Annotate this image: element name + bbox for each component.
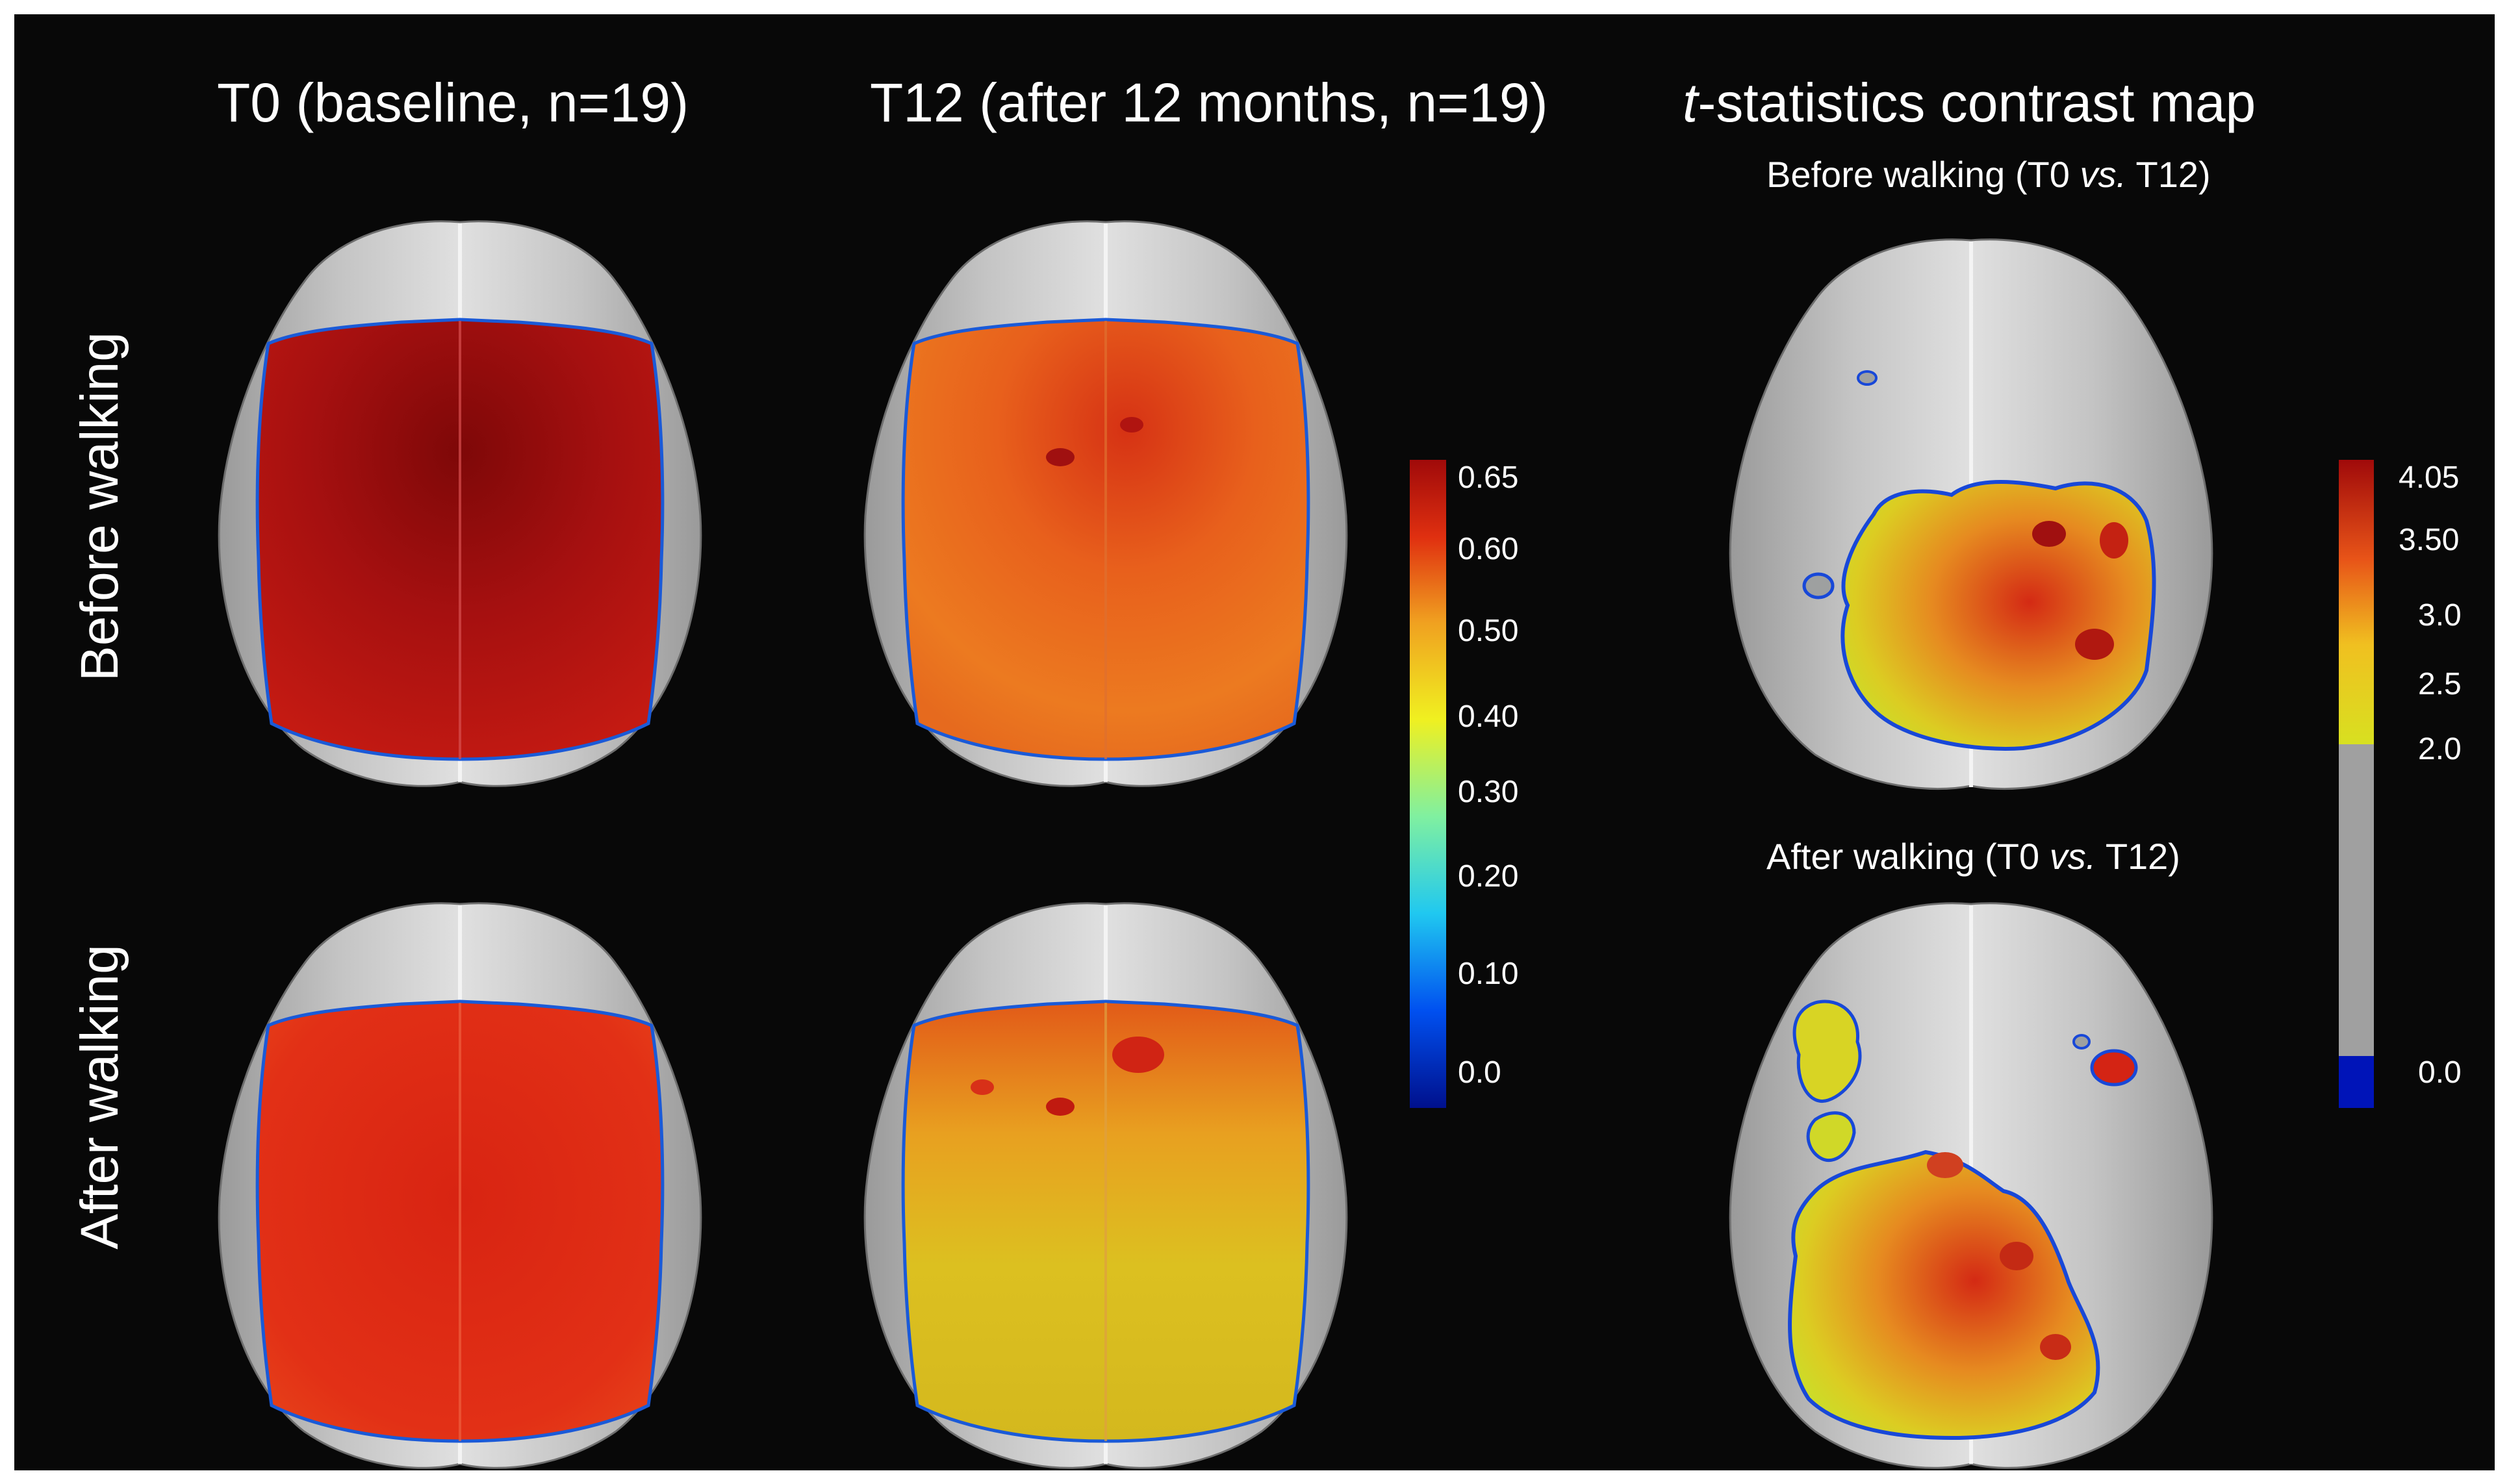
peak [2100,522,2128,559]
colorbar-t-subthreshold [2339,744,2374,1056]
colorbar-t-suprathreshold [2339,460,2374,744]
peak [2075,629,2114,660]
colorbar-t-tick-label: 2.0 [2418,732,2462,766]
hotspot [971,1079,994,1095]
subtitle-after-walking: After walking (T0 vs. T12) [1766,835,2180,877]
brain-contrast-after [1729,902,2213,1469]
column-title-t12: T12 (after 12 months, n=19) [870,72,1548,133]
brain-contrast-before [1729,238,2213,790]
hotspot [1120,417,1143,433]
colorbar-t-tick-label: 4.05 [2399,460,2460,495]
colorbar-t-bottom [2339,1056,2374,1108]
hotspot [1046,448,1075,466]
peak [2040,1334,2071,1360]
colorbar-main-tick-label: 0.65 [1458,460,1519,495]
t-cluster [1840,480,2156,751]
colorbar-t [2339,460,2374,1108]
contrast-title-rest: -statistics contrast map [1698,72,2256,133]
t-italic: t [1683,72,1698,133]
colorbar-main-tick-label: 0.10 [1458,957,1519,991]
small-cluster [1802,572,1835,599]
column-title-contrast: t-statistics contrast map [1683,71,2256,134]
colorbar-t-tick-label: 2.5 [2418,667,2462,701]
colorbar-main-tick-label: 0.30 [1458,775,1519,809]
colorbar-t-tick-label: 3.50 [2399,523,2460,557]
subtitle-before-walking: Before walking (T0 vs. T12) [1766,153,2211,195]
small-cluster [2072,1034,2091,1050]
brain-t0-before [218,220,702,787]
colorbar-main-tick-label: 0.20 [1458,859,1519,894]
colorbar-t-tick-label: 0.0 [2418,1055,2462,1090]
colorbar-main [1410,460,1446,1108]
subtitle-before-vs: vs. [2080,154,2126,195]
hotspot [1046,1098,1075,1116]
brain-t0-after [218,902,702,1469]
subtitle-after-pre: After walking (T0 [1766,836,2050,877]
subtitle-before-post: T12) [2126,154,2211,195]
hotspot [1112,1037,1164,1073]
small-cluster [1857,370,1878,386]
colorbar-t-tick-label: 3.0 [2418,598,2462,633]
brain-t12-before [863,220,1348,787]
subtitle-after-post: T12) [2096,836,2180,877]
subtitle-before-pre: Before walking (T0 [1766,154,2080,195]
colorbar-main-tick-label: 0.0 [1458,1055,1501,1090]
column-title-t0: T0 (baseline, n=19) [217,72,689,133]
t-cluster [1806,1111,1856,1163]
row-label-before-walking: Before walking [70,332,129,681]
colorbar-main-gradient [1410,460,1446,1108]
figure-panel: T0 (baseline, n=19) T12 (after 12 months… [14,14,2495,1470]
peak [2032,521,2066,547]
colorbar-main-tick-label: 0.50 [1458,614,1519,648]
brain-t12-after [863,902,1348,1469]
t-cluster [1792,1000,1862,1103]
subtitle-after-vs: vs. [2049,836,2096,877]
t-cluster [2090,1049,2138,1087]
peak [1927,1152,1963,1178]
peak [2000,1242,2033,1270]
colorbar-main-tick-label: 0.60 [1458,532,1519,566]
row-label-after-walking: After walking [70,944,129,1250]
colorbar-main-tick-label: 0.40 [1458,699,1519,734]
